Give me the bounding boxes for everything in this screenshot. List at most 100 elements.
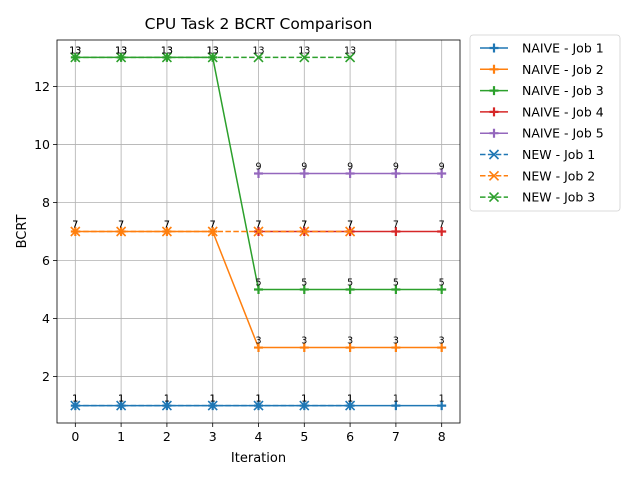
- data-label: 1: [255, 394, 261, 405]
- data-label: 9: [347, 161, 353, 172]
- data-label: 13: [161, 45, 173, 56]
- data-label: 7: [164, 220, 170, 231]
- y-tick-label: 8: [42, 195, 50, 210]
- data-label: 3: [255, 336, 261, 347]
- data-point: [391, 343, 401, 353]
- legend-marker: [489, 86, 499, 96]
- data-point: [254, 343, 263, 353]
- data-label: 1: [118, 394, 124, 405]
- legend-marker: [488, 170, 500, 181]
- legend-label: NAIVE - Job 1: [522, 41, 604, 56]
- legend-entry: NAIVE - Job 3: [480, 83, 604, 98]
- y-axis-label: BCRT: [15, 215, 30, 249]
- data-label: 13: [161, 45, 173, 56]
- data-label: 9: [301, 161, 307, 172]
- data-point: [299, 52, 310, 63]
- series-layer: [70, 52, 447, 411]
- legend-frame: [469, 34, 621, 212]
- data-label: 1: [118, 394, 124, 405]
- data-label: 1: [439, 394, 445, 405]
- data-label: 9: [255, 161, 261, 172]
- data-label: 13: [207, 45, 219, 56]
- legend-label: NEW - Job 1: [522, 147, 595, 162]
- legend-entry: NAIVE - Job 5: [480, 126, 604, 141]
- data-label: 13: [69, 45, 81, 56]
- data-point: [437, 401, 447, 411]
- data-label: 9: [439, 161, 445, 172]
- legend-label: NAIVE - Job 4: [522, 104, 604, 119]
- data-label: 7: [301, 220, 307, 231]
- data-label: 1: [164, 394, 170, 405]
- chart-title: CPU Task 2 BCRT Comparison: [145, 15, 373, 33]
- data-label: 1: [72, 394, 78, 405]
- data-label: 13: [298, 45, 310, 56]
- x-tick-label: 5: [300, 429, 308, 444]
- series-7: [70, 226, 356, 237]
- data-point: [437, 168, 447, 178]
- data-labels-layer: 1 1 1 1 1 1 1 1 1 7 7 7 7 3 3 3 3 3 13 13 13 13 5 5 5 5 5 7 7 7 7 7 9 9 9 9…: [69, 45, 444, 404]
- data-label: 13: [115, 45, 127, 56]
- data-label: 13: [207, 45, 219, 56]
- data-point: [116, 226, 127, 237]
- legend-label: NAIVE - Job 5: [522, 126, 604, 141]
- x-tick-label: 0: [71, 429, 79, 444]
- x-axis-label: Iteration: [231, 451, 286, 466]
- data-label: 5: [439, 278, 445, 289]
- data-label: 1: [72, 394, 78, 405]
- data-label: 3: [301, 336, 307, 347]
- data-point: [345, 226, 356, 237]
- data-point: [70, 52, 81, 63]
- data-point: [437, 285, 447, 295]
- data-label: 7: [72, 220, 78, 231]
- series-8: [70, 52, 356, 63]
- legend-marker: [489, 43, 499, 53]
- x-tick-label: 7: [392, 429, 400, 444]
- x-tick-label: 2: [163, 429, 171, 444]
- data-point: [391, 401, 401, 411]
- data-label: 5: [301, 278, 307, 289]
- legend-label: NEW - Job 3: [522, 190, 595, 205]
- legend-entry: NAIVE - Job 4: [480, 104, 604, 119]
- x-tick-label: 3: [209, 429, 217, 444]
- data-point: [70, 400, 81, 411]
- data-label: 1: [255, 394, 261, 405]
- legend-marker: [489, 64, 499, 74]
- data-label: 1: [301, 394, 307, 405]
- x-tick-label: 8: [438, 429, 446, 444]
- data-point: [253, 52, 264, 63]
- legend-entry: NAIVE - Job 2: [480, 62, 604, 77]
- y-tick-label: 2: [42, 369, 50, 384]
- data-point: [299, 226, 310, 237]
- data-label: 7: [164, 220, 170, 231]
- data-label: 3: [347, 336, 353, 347]
- data-point: [207, 226, 218, 237]
- data-point: [207, 400, 218, 411]
- data-label: 7: [301, 220, 307, 231]
- legend-entry: NEW - Job 1: [480, 147, 595, 162]
- data-label: 5: [393, 278, 399, 289]
- data-label: 13: [115, 45, 127, 56]
- data-point: [391, 168, 401, 178]
- data-label: 3: [393, 336, 399, 347]
- data-point: [161, 400, 172, 411]
- data-label: 13: [252, 45, 264, 56]
- y-tick-label: 4: [42, 311, 50, 326]
- data-point: [345, 168, 355, 178]
- data-label: 7: [347, 220, 353, 231]
- data-point: [299, 343, 309, 353]
- legend-label: NAIVE - Job 2: [522, 62, 604, 77]
- legend-marker: [488, 149, 500, 160]
- data-label: 7: [118, 220, 124, 231]
- data-point: [116, 400, 127, 411]
- data-point: [161, 226, 172, 237]
- data-label: 7: [118, 220, 124, 231]
- data-label: 1: [164, 394, 170, 405]
- data-label: 1: [210, 394, 216, 405]
- data-label: 1: [393, 394, 399, 405]
- legend-marker: [489, 128, 499, 138]
- y-tick-label: 12: [34, 79, 50, 94]
- legend-entry: NEW - Job 3: [480, 190, 595, 205]
- data-point: [299, 285, 309, 295]
- y-tick-label: 6: [42, 253, 50, 268]
